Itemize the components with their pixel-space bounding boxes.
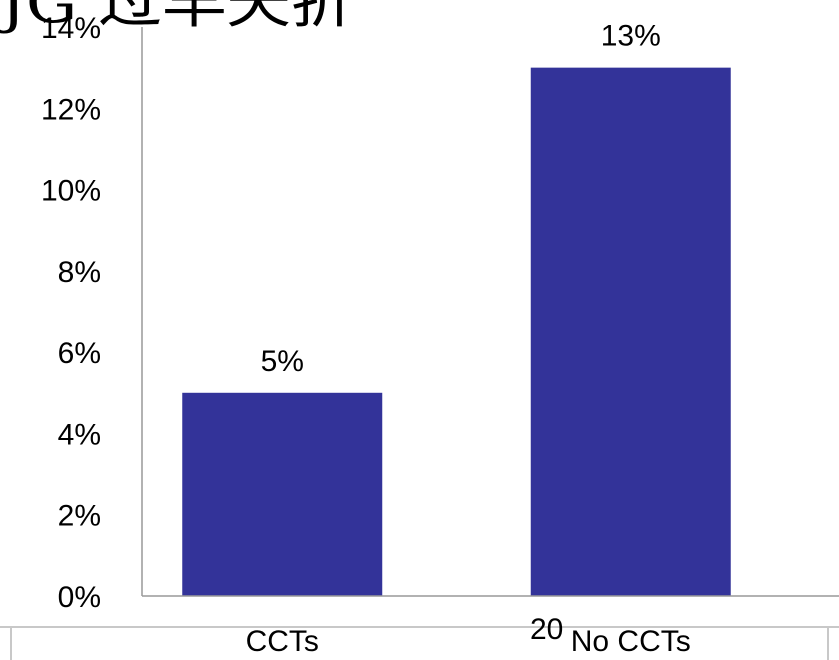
x-tick-label: No CCTs (571, 625, 691, 658)
bar-ccts (182, 392, 383, 596)
slide-frame-left (10, 626, 12, 660)
data-label: 13% (601, 20, 661, 53)
y-tick-label: 14% (41, 12, 101, 45)
y-tick-label: 10% (41, 175, 101, 208)
y-tick-label: 0% (58, 581, 101, 614)
slide-frame-right (827, 626, 829, 660)
data-labels: 5% 13% (261, 20, 661, 378)
page-number: 20 (530, 613, 564, 646)
y-tick-label: 6% (58, 337, 101, 370)
slide-frame-bottom (0, 626, 839, 628)
bar-no-ccts (530, 67, 731, 596)
y-tick-label: 4% (58, 418, 101, 451)
bars (182, 67, 731, 596)
y-tick-label: 8% (58, 256, 101, 289)
y-tick-label: 12% (41, 93, 101, 126)
data-label: 5% (261, 345, 304, 378)
x-axis: CCTs No CCTs (142, 595, 839, 658)
y-tick-label: 2% (58, 500, 101, 533)
y-axis: 0% 2% 4% 6% 8% 10% 12% 14% (41, 12, 143, 614)
x-tick-label: CCTs (246, 625, 319, 658)
slide-title-fragment: JG 过早夭折 (0, 0, 356, 36)
